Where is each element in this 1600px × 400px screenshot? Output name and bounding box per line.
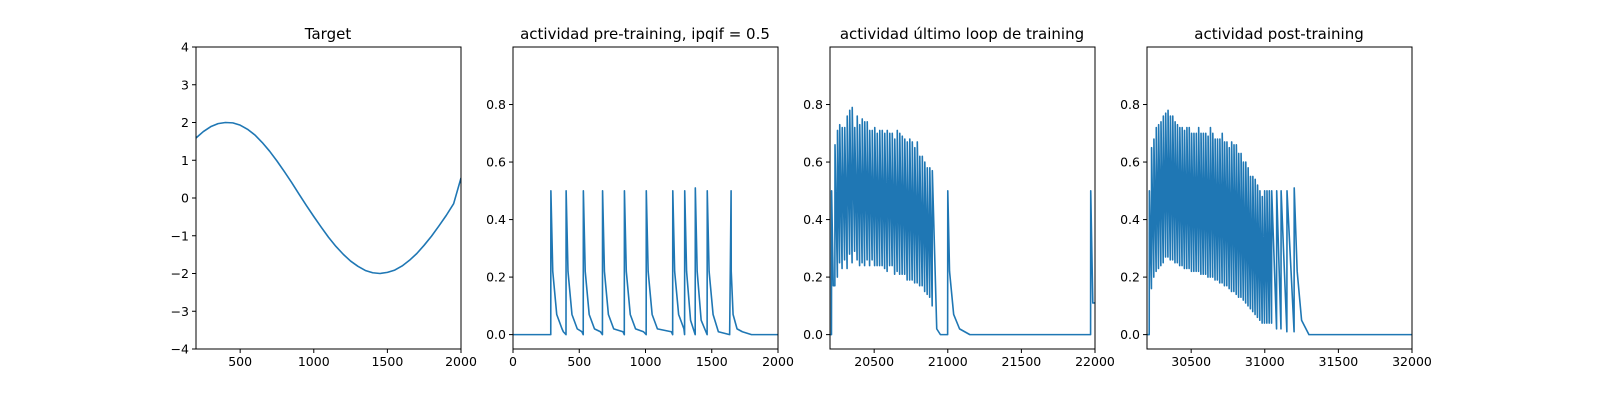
x-tick-label: 21500	[1002, 354, 1042, 369]
x-tick-label: 500	[567, 354, 591, 369]
y-tick-label: 2	[181, 115, 189, 130]
x-tick-label: 22000	[1075, 354, 1115, 369]
x-tick-label: 31000	[1245, 354, 1285, 369]
plot-area: 30500 31000 31500 32000 0.0 0.2 0.4 0.6 0.8	[1120, 46, 1432, 369]
axes-frame	[1146, 46, 1413, 350]
y-tick-label: 0.0	[1120, 327, 1140, 342]
subplot-3: actividad último loop de training 20500 2…	[803, 25, 1115, 369]
y-tick-label: 0.8	[1120, 97, 1140, 112]
y-tick-label: 0.6	[486, 155, 506, 170]
x-tick-label: 21000	[928, 354, 968, 369]
y-tick-label: 0.6	[803, 155, 823, 170]
x-tick-label: 500	[228, 354, 252, 369]
y-tick-label: 0.8	[486, 97, 506, 112]
plot-area: 0 500 1000 1500 2000 0.0 0.2 0.4 0.6 0.8	[486, 46, 794, 369]
y-tick-label: 3	[181, 77, 189, 92]
subplot-4: actividad post-training 30500 31000 31500 3…	[1120, 25, 1432, 369]
y-tick-label: 0.4	[803, 212, 823, 227]
series-line	[513, 187, 778, 336]
x-tick-label: 1500	[696, 354, 728, 369]
series-line	[196, 121, 461, 275]
plot-area: 500 1000 1500 2000 −4 −3 −2 −1 0 1 2 3 4	[171, 40, 477, 370]
y-tick-label: −2	[171, 266, 189, 281]
x-tick-label: 30500	[1171, 354, 1211, 369]
y-tick-label: 0.4	[486, 212, 506, 227]
y-tick-label: 0.8	[803, 97, 823, 112]
subplot-title: Target	[304, 25, 352, 43]
axes-frame	[829, 46, 1096, 350]
subplot-title: actividad pre-training, ipqif = 0.5	[520, 25, 770, 43]
x-tick-label: 1000	[630, 354, 662, 369]
y-tick-label: 0.2	[803, 270, 823, 285]
plot-area: 20500 21000 21500 22000 0.0 0.2 0.4 0.6 0.8	[803, 46, 1115, 369]
subplot-title: actividad post-training	[1194, 25, 1363, 43]
y-tick-label: 0.6	[1120, 155, 1140, 170]
x-tick-label: 0	[509, 354, 517, 369]
series-line	[830, 106, 1095, 336]
subplot-1: Target 500 1000 1500 2000 −4 −3 −2 −1 0 1 2 3 4	[171, 25, 477, 369]
y-tick-label: 0.4	[1120, 212, 1140, 227]
y-tick-label: −1	[171, 228, 189, 243]
x-tick-label: 1500	[371, 354, 403, 369]
subplot-title: actividad último loop de training	[840, 25, 1084, 43]
y-tick-label: 1	[181, 153, 189, 168]
y-tick-label: 0	[181, 191, 189, 206]
x-tick-label: 20500	[854, 354, 894, 369]
y-tick-label: 0.2	[1120, 270, 1140, 285]
x-tick-label: 2000	[445, 354, 477, 369]
y-tick-label: 0.0	[803, 327, 823, 342]
x-tick-label: 31500	[1319, 354, 1359, 369]
y-tick-label: 4	[181, 40, 189, 55]
x-tick-label: 2000	[762, 354, 794, 369]
y-tick-label: 0.2	[486, 270, 506, 285]
y-tick-label: −3	[171, 304, 189, 319]
x-tick-label: 32000	[1392, 354, 1432, 369]
x-tick-label: 1000	[298, 354, 330, 369]
subplot-2: actividad pre-training, ipqif = 0.5 0 500…	[486, 25, 794, 369]
series-line	[1147, 109, 1412, 336]
y-tick-label: −4	[171, 342, 189, 357]
y-tick-label: 0.0	[486, 327, 506, 342]
